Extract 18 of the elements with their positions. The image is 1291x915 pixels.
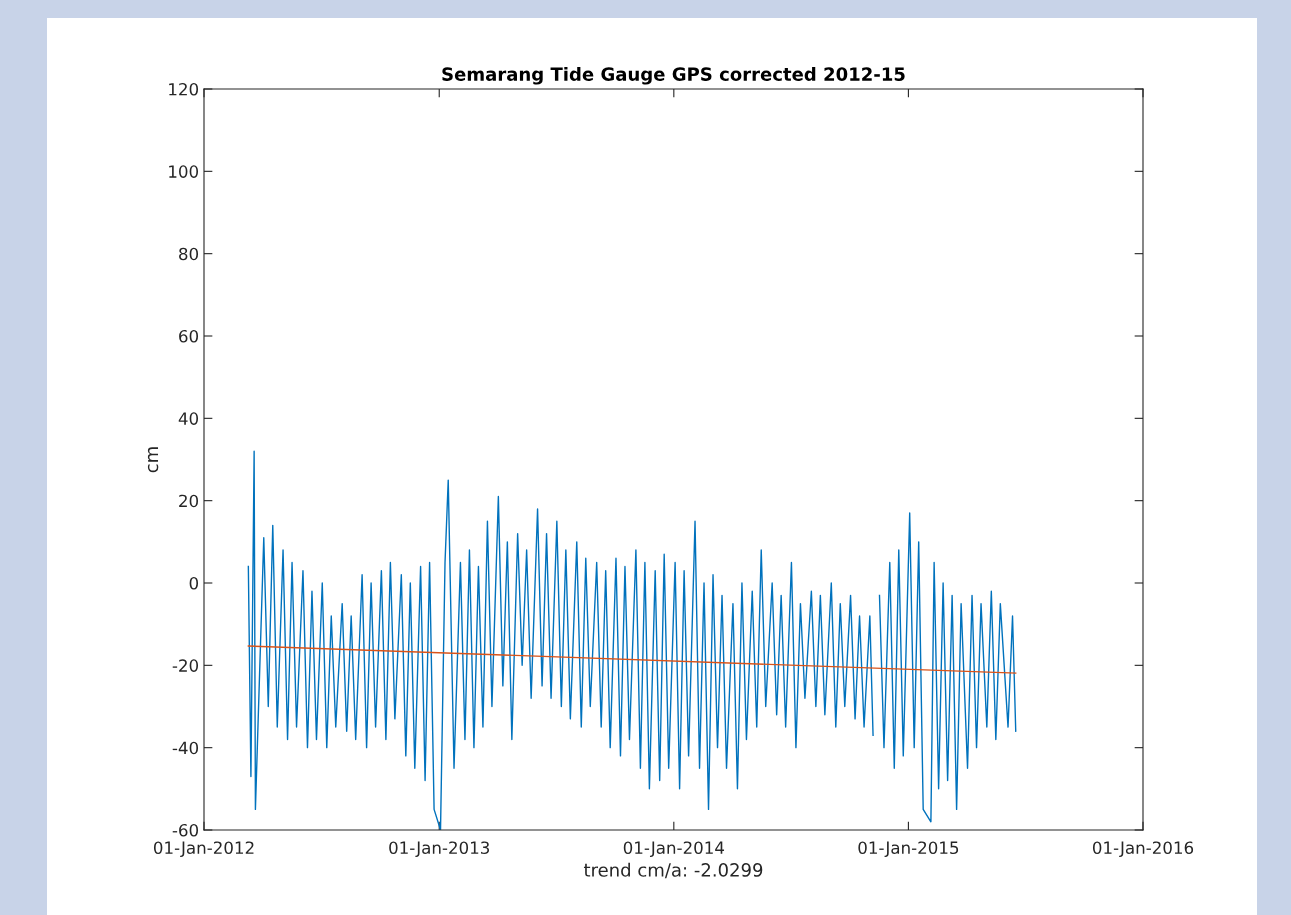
x-tick-label: 01-Jan-2014 — [623, 841, 725, 858]
chart-title: Semarang Tide Gauge GPS corrected 2012-15 — [442, 66, 905, 85]
x-tick-label: 01-Jan-2016 — [1092, 841, 1194, 858]
x-tick-label: 01-Jan-2015 — [858, 841, 959, 858]
x-tick-label: 01-Jan-2013 — [389, 841, 490, 858]
y-tick-label: 100 — [169, 165, 199, 178]
y-tick-label: 0 — [189, 576, 199, 590]
y-tick-label: 80 — [179, 247, 199, 261]
y-tick-label: 40 — [178, 412, 199, 425]
y-tick-label: -40 — [172, 741, 199, 755]
y-tick-label: 120 — [169, 82, 199, 96]
y-tick-label: -60 — [172, 823, 199, 837]
y-tick-label: 60 — [179, 329, 199, 343]
x-axis-title: trend cm/a: -2.0299 — [583, 862, 763, 879]
y-tick-label: -20 — [172, 659, 199, 672]
y-axis-title: cm — [147, 447, 159, 473]
y-tick-label: 20 — [179, 494, 199, 508]
x-tick-label: 01-Jan-2012 — [153, 841, 254, 858]
